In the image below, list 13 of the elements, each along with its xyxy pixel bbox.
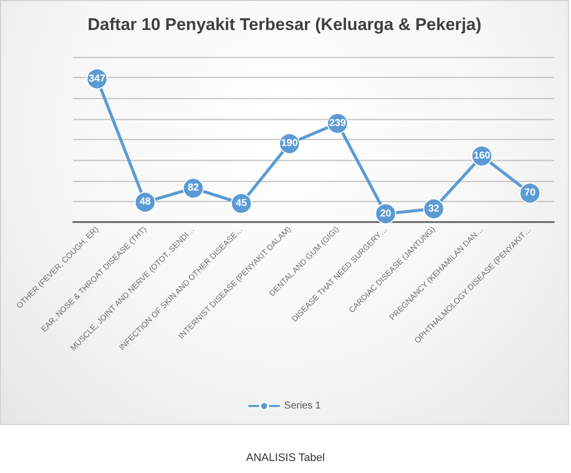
legend-label: Series 1 <box>284 400 322 412</box>
data-label: 239 <box>329 118 346 129</box>
data-label: 32 <box>428 203 440 214</box>
text: ANALISIS Tabel <box>245 452 326 464</box>
data-label: 347 <box>88 73 106 84</box>
data-label: 82 <box>188 182 200 194</box>
data-label: 20 <box>380 208 392 220</box>
data-label: 48 <box>140 196 152 208</box>
chart-title: Daftar 10 Penyakit Terbesar (Keluarga & Pekerja) <box>88 15 482 34</box>
data-label: 45 <box>236 198 248 209</box>
data-label: 160 <box>474 150 491 162</box>
data-label: 70 <box>524 188 536 199</box>
data-label: 190 <box>281 138 298 150</box>
